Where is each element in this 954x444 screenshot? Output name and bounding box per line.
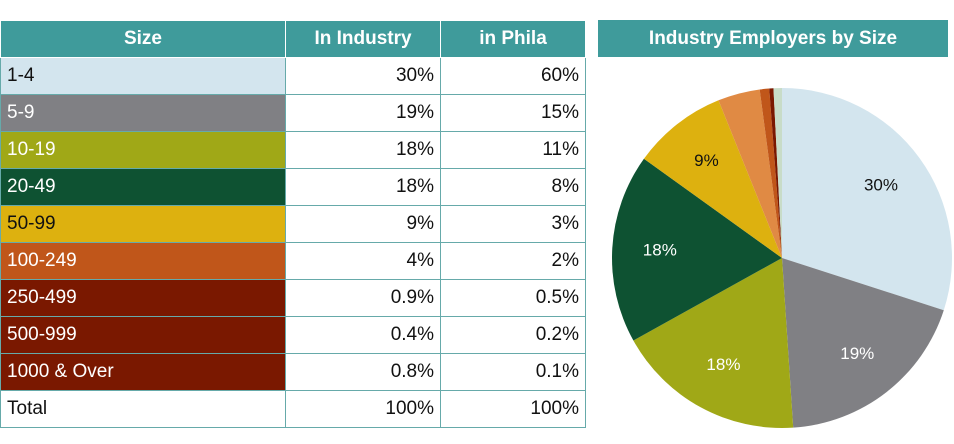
- size-cell: 250-499: [0, 279, 286, 317]
- value-cell: 18%: [285, 131, 441, 169]
- value-cell: 3%: [440, 205, 586, 243]
- pie-slice: [759, 88, 782, 258]
- pie-slice: [643, 100, 782, 258]
- pie-slice: [633, 258, 794, 429]
- value-cell: 100%: [285, 390, 441, 428]
- value-cell: 19%: [285, 94, 441, 132]
- value-cell: 0.1%: [440, 353, 586, 391]
- table-row: 5-9 19% 15%: [0, 94, 586, 132]
- value-cell: 2%: [440, 242, 586, 280]
- value-cell: 0.8%: [285, 353, 441, 391]
- slice-label: 18%: [706, 355, 740, 374]
- size-cell: 100-249: [0, 242, 286, 280]
- size-table: Size In Industry in Phila 1-4 30% 60% 5-9 19% 1…: [0, 20, 586, 428]
- slice-label: 19%: [840, 344, 874, 363]
- table-row: 1-4 30% 60%: [0, 57, 586, 95]
- table-row: 50-99 9% 3%: [0, 205, 586, 243]
- table-row: 20-49 18% 8%: [0, 168, 586, 206]
- value-cell: 18%: [285, 168, 441, 206]
- pie-slice: [773, 88, 782, 258]
- table-row: Total 100% 100%: [0, 390, 586, 428]
- value-cell: 8%: [440, 168, 586, 206]
- table-body: 1-4 30% 60% 5-9 19% 15% 10-19 18% 11% 20-49 18% 8% 5…: [0, 57, 586, 428]
- pie-slice: [611, 158, 782, 341]
- size-cell: 5-9: [0, 94, 286, 132]
- pie-slice: [782, 258, 944, 428]
- size-cell: Total: [0, 390, 286, 428]
- size-cell: 20-49: [0, 168, 286, 206]
- value-cell: 30%: [285, 57, 441, 95]
- size-cell: 50-99: [0, 205, 286, 243]
- value-cell: 0.4%: [285, 316, 441, 354]
- size-cell: 1-4: [0, 57, 286, 95]
- slice-label: 18%: [643, 240, 677, 259]
- slice-label: 9%: [694, 151, 719, 170]
- value-cell: 0.5%: [440, 279, 586, 317]
- table-row: 500-999 0.4% 0.2%: [0, 316, 586, 354]
- slice-label: 30%: [864, 175, 898, 194]
- table-row: 250-499 0.9% 0.5%: [0, 279, 586, 317]
- pie-slice: [769, 88, 782, 258]
- pie-slice: [718, 89, 782, 258]
- size-cell: 10-19: [0, 131, 286, 169]
- table-row: 100-249 4% 2%: [0, 242, 586, 280]
- header-row: Size In Industry in Phila: [0, 20, 586, 58]
- header-cell: Size: [0, 20, 286, 58]
- size-cell: 500-999: [0, 316, 286, 354]
- table-row: 10-19 18% 11%: [0, 131, 586, 169]
- value-cell: 60%: [440, 57, 586, 95]
- value-cell: 11%: [440, 131, 586, 169]
- value-cell: 0.9%: [285, 279, 441, 317]
- value-cell: 4%: [285, 242, 441, 280]
- value-cell: 100%: [440, 390, 586, 428]
- value-cell: 15%: [440, 94, 586, 132]
- value-cell: 0.2%: [440, 316, 586, 354]
- pie-slice: [782, 88, 952, 311]
- chart-title: Industry Employers by Size: [598, 20, 948, 57]
